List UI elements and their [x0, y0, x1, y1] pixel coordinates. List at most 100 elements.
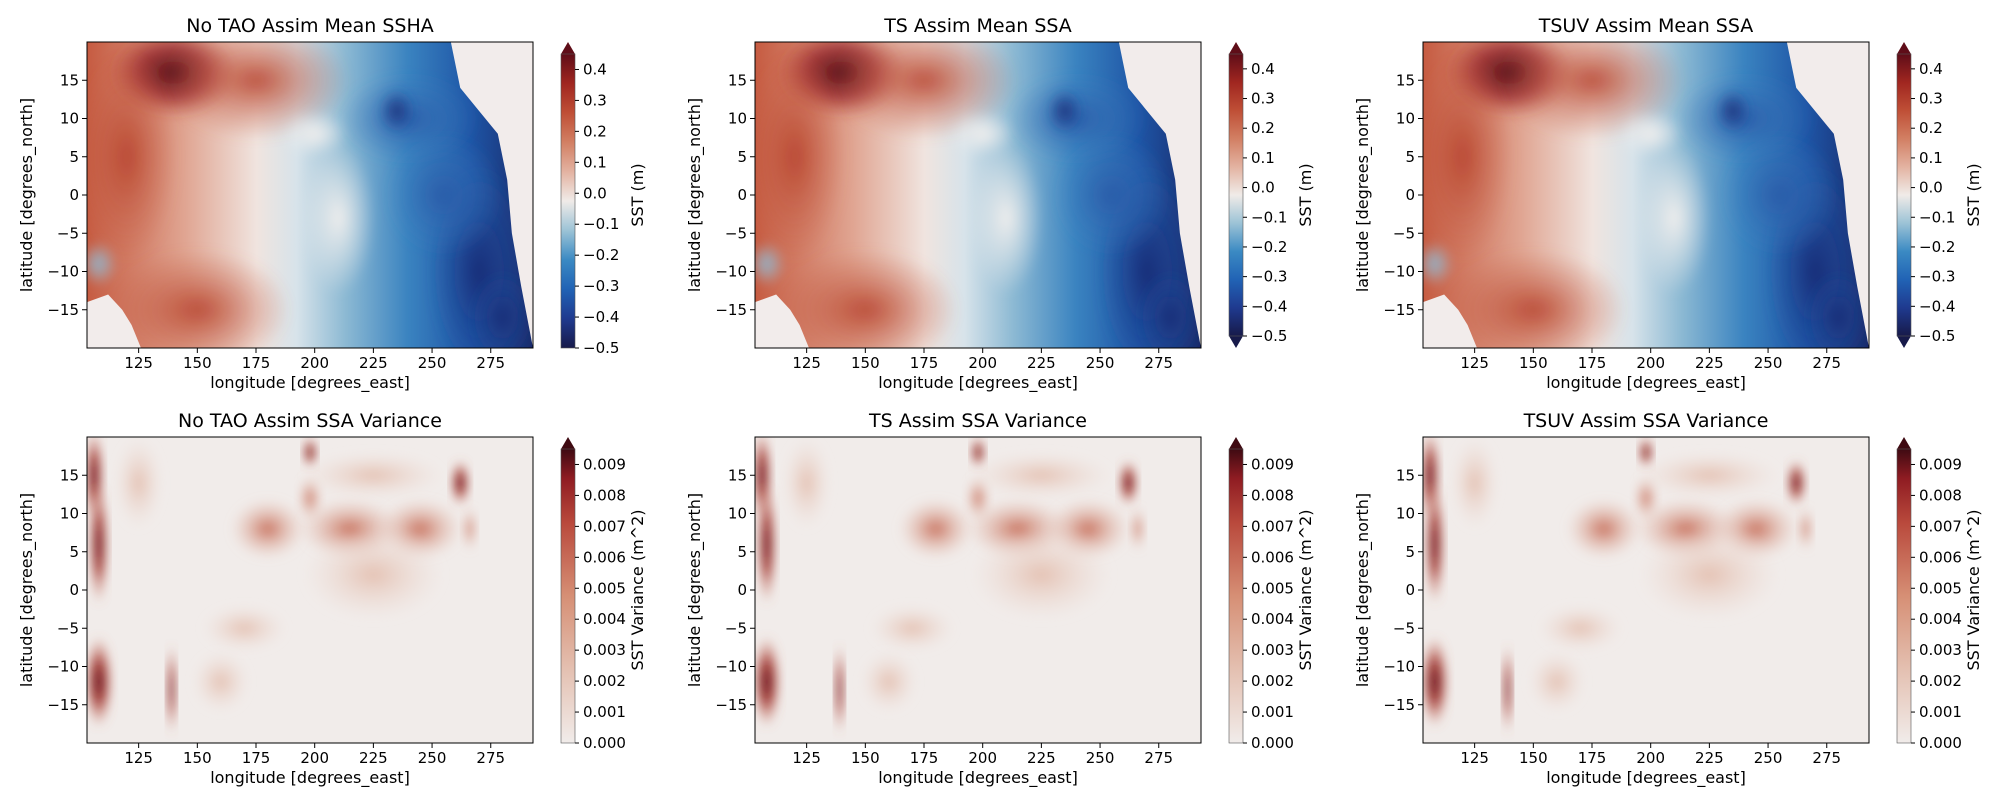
y-tick-label: 15: [60, 466, 79, 484]
chart-title: No TAO Assim SSA Variance: [178, 410, 442, 432]
field-feature: [385, 133, 503, 257]
y-tick-label: −10: [1383, 658, 1415, 676]
y-tick-label: −5: [57, 619, 79, 637]
x-tick-label: 150: [183, 354, 212, 372]
colorbar-tick-label: 0.008: [1919, 486, 1962, 504]
colorbar-extend-max: [561, 42, 575, 54]
field-feature: [450, 459, 470, 506]
y-tick-label: −15: [47, 696, 79, 714]
colorbar-tick-label: −0.5: [583, 339, 619, 357]
chart-title: TS Assim SSA Variance: [868, 410, 1087, 432]
field-feature: [1130, 505, 1145, 552]
colorbar: 0.009 0.008 0.007 0.006 0.005 0.004 0.003 0.002…: [1896, 437, 1983, 752]
y-axis-label: latitude [degrees_north]: [17, 493, 37, 687]
x-tick-label: 125: [124, 749, 153, 767]
y-tick-label: 5: [737, 148, 747, 166]
colorbar-tick-label: 0.3: [1919, 90, 1943, 108]
field-feature: [1439, 248, 1628, 348]
y-tick-label: 0: [737, 581, 747, 599]
field-feature: [1423, 49, 1515, 264]
x-tick-label: 200: [300, 354, 329, 372]
colorbar-tick-label: 0.008: [583, 486, 626, 504]
field-feature: [1566, 498, 1642, 560]
colorbar-tick-label: −0.1: [583, 215, 619, 233]
field-feature: [302, 528, 444, 621]
colorbar-tick-label: 0.000: [583, 734, 626, 752]
x-tick-label: 225: [1695, 749, 1724, 767]
x-tick-label: 150: [851, 354, 880, 372]
colorbar-tick-label: 0.005: [1919, 579, 1962, 597]
field-feature: [115, 437, 163, 529]
colorbar-ramp: [1229, 54, 1243, 336]
field-feature: [1046, 87, 1084, 134]
colorbar-tick-label: 0.1: [1919, 149, 1943, 167]
colorbar-tick-label: 0.005: [583, 579, 626, 597]
heatmap-field: [87, 42, 533, 348]
y-tick-label: 10: [728, 110, 747, 128]
field-feature: [1118, 459, 1138, 506]
y-tick-label: 0: [69, 581, 79, 599]
x-axis-label: longitude [degrees_east]: [878, 768, 1078, 788]
colorbar-label: SST Variance (m^2): [1296, 509, 1315, 670]
y-tick-label: −5: [725, 224, 747, 242]
field-feature: [755, 635, 781, 728]
colorbar-ramp: [1229, 449, 1243, 743]
field-feature: [1638, 437, 1654, 468]
colorbar-tick-label: 0.003: [1251, 641, 1294, 659]
field-feature: [1638, 452, 1780, 499]
y-tick-label: 5: [69, 148, 79, 166]
colorbar-tick-label: −0.4: [1919, 297, 1955, 315]
colorbar-tick-label: 0.0: [1919, 179, 1943, 197]
colorbar-frame: [560, 53, 576, 349]
colorbar-extend-min: [1229, 336, 1243, 348]
x-tick-label: 250: [1754, 354, 1783, 372]
colorbar-tick-label: 0.001: [1251, 703, 1294, 721]
colorbar-tick-label: 0.4: [1251, 60, 1275, 78]
y-tick-label: 0: [69, 186, 79, 204]
field-feature: [834, 643, 845, 736]
colorbar-extend-min: [1897, 336, 1911, 348]
colorbar-tick-label: 0.006: [583, 548, 626, 566]
field-feature: [302, 452, 444, 499]
colorbar-tick-label: 0.2: [583, 122, 607, 140]
colorbar-tick-label: 0.004: [1251, 610, 1294, 628]
colorbar-tick-label: −0.2: [583, 246, 619, 264]
field-feature: [87, 635, 113, 728]
y-tick-label: −5: [1393, 619, 1415, 637]
x-tick-label: 275: [1812, 749, 1841, 767]
field-feature: [1638, 528, 1780, 621]
y-tick-label: −15: [1383, 696, 1415, 714]
colorbar-extend-max: [1229, 42, 1243, 54]
x-tick-label: 275: [1812, 354, 1841, 372]
field-feature: [1714, 87, 1752, 134]
colorbar: 0.009 0.008 0.007 0.006 0.005 0.004 0.003 0.002…: [560, 437, 647, 752]
colorbar-label: SST (m): [628, 163, 647, 226]
x-tick-label: 125: [792, 749, 821, 767]
colorbar-tick-label: −0.5: [1919, 327, 1955, 345]
x-tick-label: 250: [1754, 749, 1783, 767]
x-tick-label: 200: [968, 354, 997, 372]
heatmap-field: [1423, 437, 1869, 743]
colorbar: 0.4 0.3 0.2 0.1 0.0 −0.1 −0.2 −0.3 −0.4 −0.5 SST (…: [1896, 42, 1983, 348]
y-tick-label: −10: [715, 658, 747, 676]
colorbar-tick-label: 0.008: [1251, 486, 1294, 504]
colorbar-tick-label: 0.000: [1919, 734, 1962, 752]
field-feature: [870, 605, 955, 652]
colorbar-tick-label: 0.001: [1919, 703, 1962, 721]
y-axis-label: latitude [degrees_north]: [1353, 493, 1373, 687]
colorbar-tick-label: 0.007: [1919, 517, 1962, 535]
y-tick-label: −10: [47, 658, 79, 676]
y-tick-label: 15: [1396, 71, 1415, 89]
field-feature: [202, 605, 287, 652]
y-tick-label: 15: [60, 71, 79, 89]
colorbar-tick-label: −0.3: [1919, 268, 1955, 286]
colorbar: 0.009 0.008 0.007 0.006 0.005 0.004 0.003 0.002…: [1228, 437, 1315, 752]
field-feature: [1538, 605, 1623, 652]
y-tick-label: −10: [715, 263, 747, 281]
field-feature: [87, 240, 118, 287]
chart-title: TSUV Assim SSA Variance: [1523, 410, 1769, 432]
